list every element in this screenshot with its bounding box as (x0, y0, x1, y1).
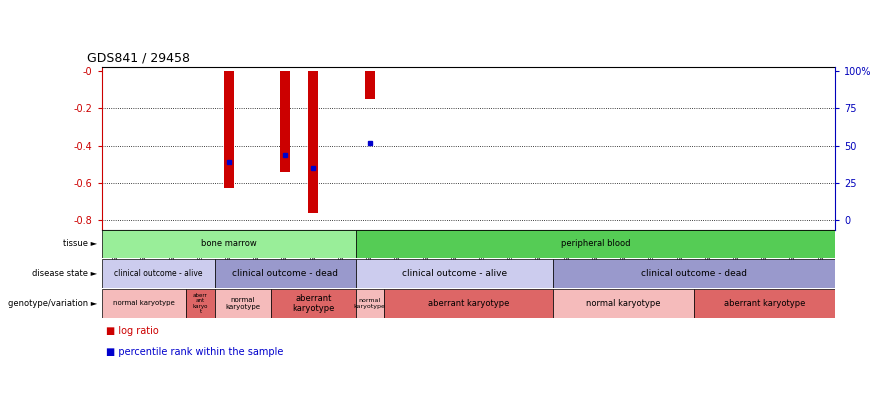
Text: ■ percentile rank within the sample: ■ percentile rank within the sample (106, 347, 284, 357)
Text: clinical outcome - alive: clinical outcome - alive (402, 269, 507, 278)
Text: normal karyotype: normal karyotype (113, 300, 175, 307)
Bar (271, 289, 355, 318)
Text: normal karyotype: normal karyotype (586, 299, 661, 308)
Text: aberr
ant
karyo
t: aberr ant karyo t (193, 293, 208, 314)
Bar (355, 259, 553, 288)
Bar (280, 71, 290, 172)
Bar (355, 289, 384, 318)
Text: ■ log ratio: ■ log ratio (106, 326, 159, 335)
Text: aberrant karyotype: aberrant karyotype (428, 299, 509, 308)
Bar (365, 71, 375, 99)
Text: bone marrow: bone marrow (201, 240, 256, 248)
Bar (355, 230, 835, 258)
Text: peripheral blood: peripheral blood (560, 240, 630, 248)
Bar (215, 289, 271, 318)
Bar (102, 259, 215, 288)
Bar (553, 259, 835, 288)
Bar (102, 230, 355, 258)
Text: normal
karyotype: normal karyotype (354, 298, 385, 308)
Bar (215, 259, 355, 288)
Bar (224, 71, 233, 188)
Bar (694, 289, 835, 318)
Bar (384, 289, 553, 318)
Bar (309, 71, 318, 213)
Text: tissue ►: tissue ► (63, 240, 97, 248)
Text: GDS841 / 29458: GDS841 / 29458 (87, 52, 190, 65)
Bar (553, 289, 694, 318)
Text: disease state ►: disease state ► (32, 269, 97, 278)
Text: normal
karyotype: normal karyotype (225, 297, 260, 310)
Text: aberrant
karyotype: aberrant karyotype (292, 294, 334, 313)
Text: clinical outcome - dead: clinical outcome - dead (232, 269, 338, 278)
Bar (102, 289, 187, 318)
Text: aberrant karyotype: aberrant karyotype (724, 299, 805, 308)
Text: clinical outcome - dead: clinical outcome - dead (641, 269, 747, 278)
Text: clinical outcome - alive: clinical outcome - alive (114, 269, 202, 278)
Bar (187, 289, 215, 318)
Text: genotype/variation ►: genotype/variation ► (8, 299, 97, 308)
